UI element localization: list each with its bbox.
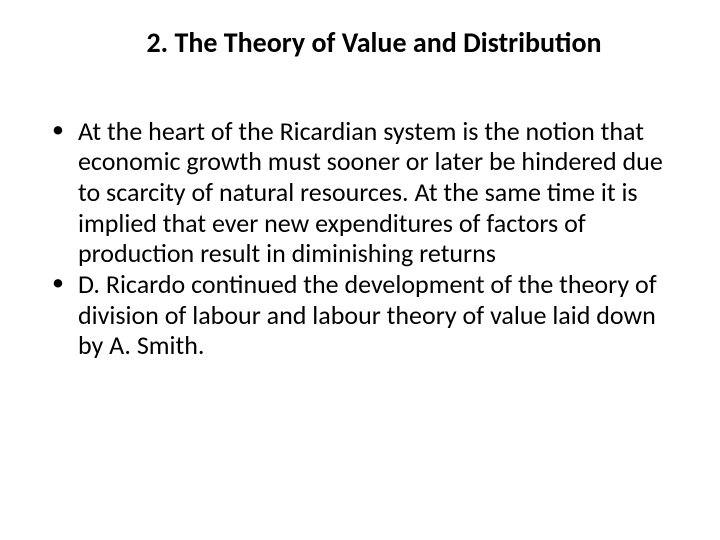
slide: 2. The Theory of Value and Distribution …: [0, 0, 720, 540]
bullet-item: D. Ricardo continued the development of …: [48, 269, 672, 361]
bullet-text: At the heart of the Ricardian system is …: [78, 115, 663, 270]
slide-title: 2. The Theory of Value and Distribution: [40, 26, 680, 60]
slide-body: At the heart of the Ricardian system is …: [40, 116, 680, 361]
bullet-item: At the heart of the Ricardian system is …: [48, 116, 672, 269]
bullet-list: At the heart of the Ricardian system is …: [40, 116, 680, 361]
bullet-text: D. Ricardo continued the development of …: [78, 268, 657, 361]
